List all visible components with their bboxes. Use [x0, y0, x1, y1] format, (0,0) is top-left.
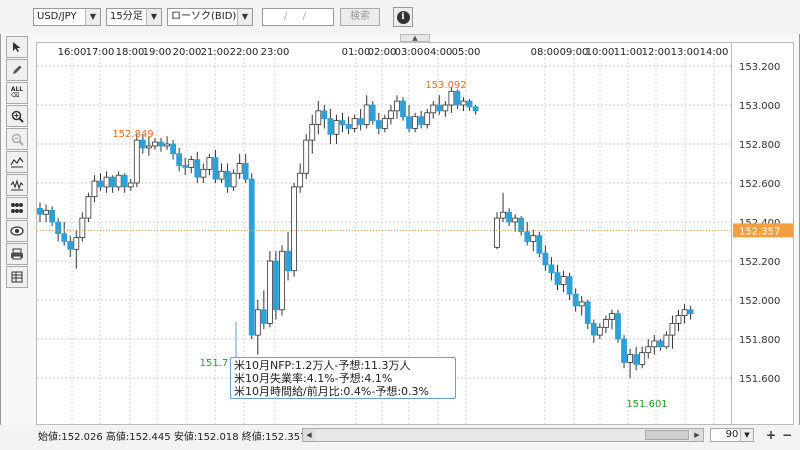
oscillator-icon	[10, 179, 24, 191]
visibility-tool[interactable]	[6, 220, 28, 242]
high-value: 高値:152.445	[105, 432, 171, 443]
print-tool[interactable]	[6, 243, 28, 265]
tooltip-line-2: 米10月失業率:4.1%-予想:4.1%	[234, 372, 393, 385]
scrollbar-thumb[interactable]	[645, 430, 689, 440]
price-axis[interactable]	[732, 42, 794, 425]
scroll-right-icon[interactable]: ▶	[691, 429, 703, 441]
low-value: 安値:152.018	[173, 432, 239, 443]
printer-icon	[11, 248, 23, 260]
cursor-icon	[13, 42, 21, 52]
zoom-value: 90	[725, 429, 739, 440]
time-scrollbar[interactable]: ◀ ▶	[302, 428, 704, 442]
info-icon: i	[396, 10, 410, 24]
currency-pair-select[interactable]: USD/JPY ▼	[33, 8, 101, 26]
chevron-down-icon: ▼	[146, 9, 161, 25]
chart-type-select[interactable]: ローソク(BID) ▼	[167, 8, 253, 26]
eraser-icon: ALL ⌫	[10, 86, 24, 99]
table-icon	[11, 271, 23, 283]
pen-icon	[13, 65, 22, 74]
indicator-tool[interactable]	[6, 151, 28, 173]
timeframe-select[interactable]: 15分足 ▼	[106, 8, 162, 26]
scroll-left-icon[interactable]: ◀	[303, 429, 315, 441]
toolbar: USD/JPY ▼ 15分足 ▼ ローソク(BID) ▼ / / 検索 i	[0, 0, 800, 34]
zoom-in-button[interactable]: +	[765, 428, 777, 442]
open-value: 始値:152.026	[38, 432, 103, 443]
grid-dots-icon	[11, 203, 23, 213]
eye-icon	[10, 226, 24, 236]
zoom-out-icon	[11, 133, 24, 146]
zoom-out-button[interactable]: −	[781, 428, 793, 442]
chart-type-label: ローソク(BID)	[171, 11, 237, 22]
table-tool[interactable]	[6, 266, 28, 288]
tooltip-line-3: 米10月時間給/前月比:0.4%-予想:0.3%	[234, 385, 429, 398]
date-input[interactable]: / /	[262, 8, 334, 26]
collapse-toolbar-handle[interactable]: ▲	[400, 34, 430, 42]
search-button[interactable]: 検索	[340, 8, 380, 26]
zoom-select[interactable]: 90 ▼	[710, 428, 754, 442]
ohlc-readout: 始値:152.026 高値:152.445 安値:152.018 終値:152.…	[38, 428, 307, 443]
indicator-chart-icon	[10, 156, 24, 168]
zoom-in-tool[interactable]	[6, 105, 28, 127]
zoom-in-icon	[11, 110, 24, 123]
timeframe-label: 15分足	[110, 11, 143, 22]
oscillator-tool[interactable]	[6, 174, 28, 196]
zoom-out-tool[interactable]	[6, 128, 28, 150]
dots-tool[interactable]	[6, 197, 28, 219]
tooltip-line-1: 米10月NFP:1.2万人-予想:11.3万人	[234, 359, 411, 372]
chevron-down-icon: ▼	[85, 9, 100, 25]
chevron-down-icon: ▼	[237, 9, 252, 25]
clear-all-tool[interactable]: ALL ⌫	[6, 82, 28, 104]
chevron-down-icon: ▼	[740, 429, 753, 441]
economic-event-tooltip: 米10月NFP:1.2万人-予想:11.3万人 米10月失業率:4.1%-予想:…	[230, 357, 456, 399]
pen-tool[interactable]	[6, 59, 28, 81]
cursor-tool[interactable]	[6, 36, 28, 58]
info-button[interactable]: i	[393, 7, 413, 27]
close-value: 終値:152.357	[241, 432, 307, 443]
currency-pair-label: USD/JPY	[37, 11, 77, 22]
